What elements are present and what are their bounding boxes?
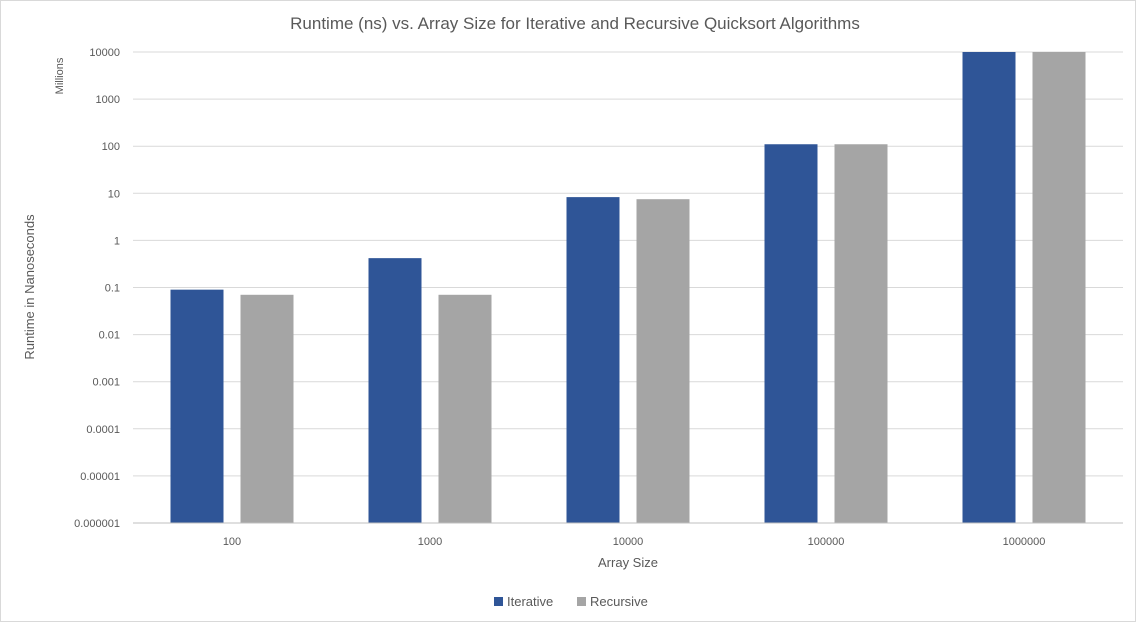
y-tick-label: 0.00001 [80, 471, 120, 483]
x-axis-ticks: 100 1000 10000 100000 1000000 [223, 536, 1046, 548]
legend: Iterative Recursive [494, 594, 648, 609]
bar-iterative-1000000 [962, 52, 1016, 523]
y-tick-label: 0.001 [92, 377, 120, 389]
y-tick-label: 10000 [89, 47, 120, 59]
bars [170, 52, 1086, 523]
legend-label-iterative: Iterative [507, 594, 553, 609]
x-tick-label: 1000000 [1003, 536, 1046, 548]
y-tick-label: 1000 [96, 94, 120, 106]
y-axis-ticks: 0.000001 0.00001 0.0001 0.001 0.01 0.1 1 10 100 1… [74, 47, 120, 530]
legend-swatch-recursive [577, 597, 586, 606]
gridlines [133, 51, 1123, 524]
x-tick-label: 10000 [613, 536, 644, 548]
x-axis-title: Array Size [598, 555, 658, 570]
x-tick-label: 100000 [808, 536, 845, 548]
bar-recursive-1000000 [1032, 52, 1086, 523]
bar-recursive-1000 [438, 294, 492, 523]
x-tick-label: 100 [223, 536, 241, 548]
legend-swatch-iterative [494, 597, 503, 606]
y-tick-label: 0.0001 [86, 424, 120, 436]
bar-iterative-100000 [764, 144, 818, 523]
x-tick-label: 1000 [418, 536, 442, 548]
y-tick-label: 100 [102, 141, 120, 153]
bar-recursive-100 [240, 294, 294, 523]
bar-recursive-10000 [636, 199, 690, 523]
y-tick-label: 0.000001 [74, 518, 120, 530]
chart-title: Runtime (ns) vs. Array Size for Iterativ… [290, 14, 860, 33]
legend-label-recursive: Recursive [590, 594, 648, 609]
bar-iterative-10000 [566, 197, 620, 523]
y-tick-label: 0.01 [99, 330, 120, 342]
bar-recursive-100000 [834, 144, 888, 523]
bar-iterative-1000 [368, 258, 422, 523]
y-unit-label: Millions [54, 57, 66, 94]
y-tick-label: 10 [108, 188, 120, 200]
y-axis-title: Runtime in Nanoseconds [22, 214, 37, 360]
y-tick-label: 0.1 [105, 283, 120, 295]
bar-iterative-100 [170, 289, 224, 523]
y-tick-label: 1 [114, 235, 120, 247]
